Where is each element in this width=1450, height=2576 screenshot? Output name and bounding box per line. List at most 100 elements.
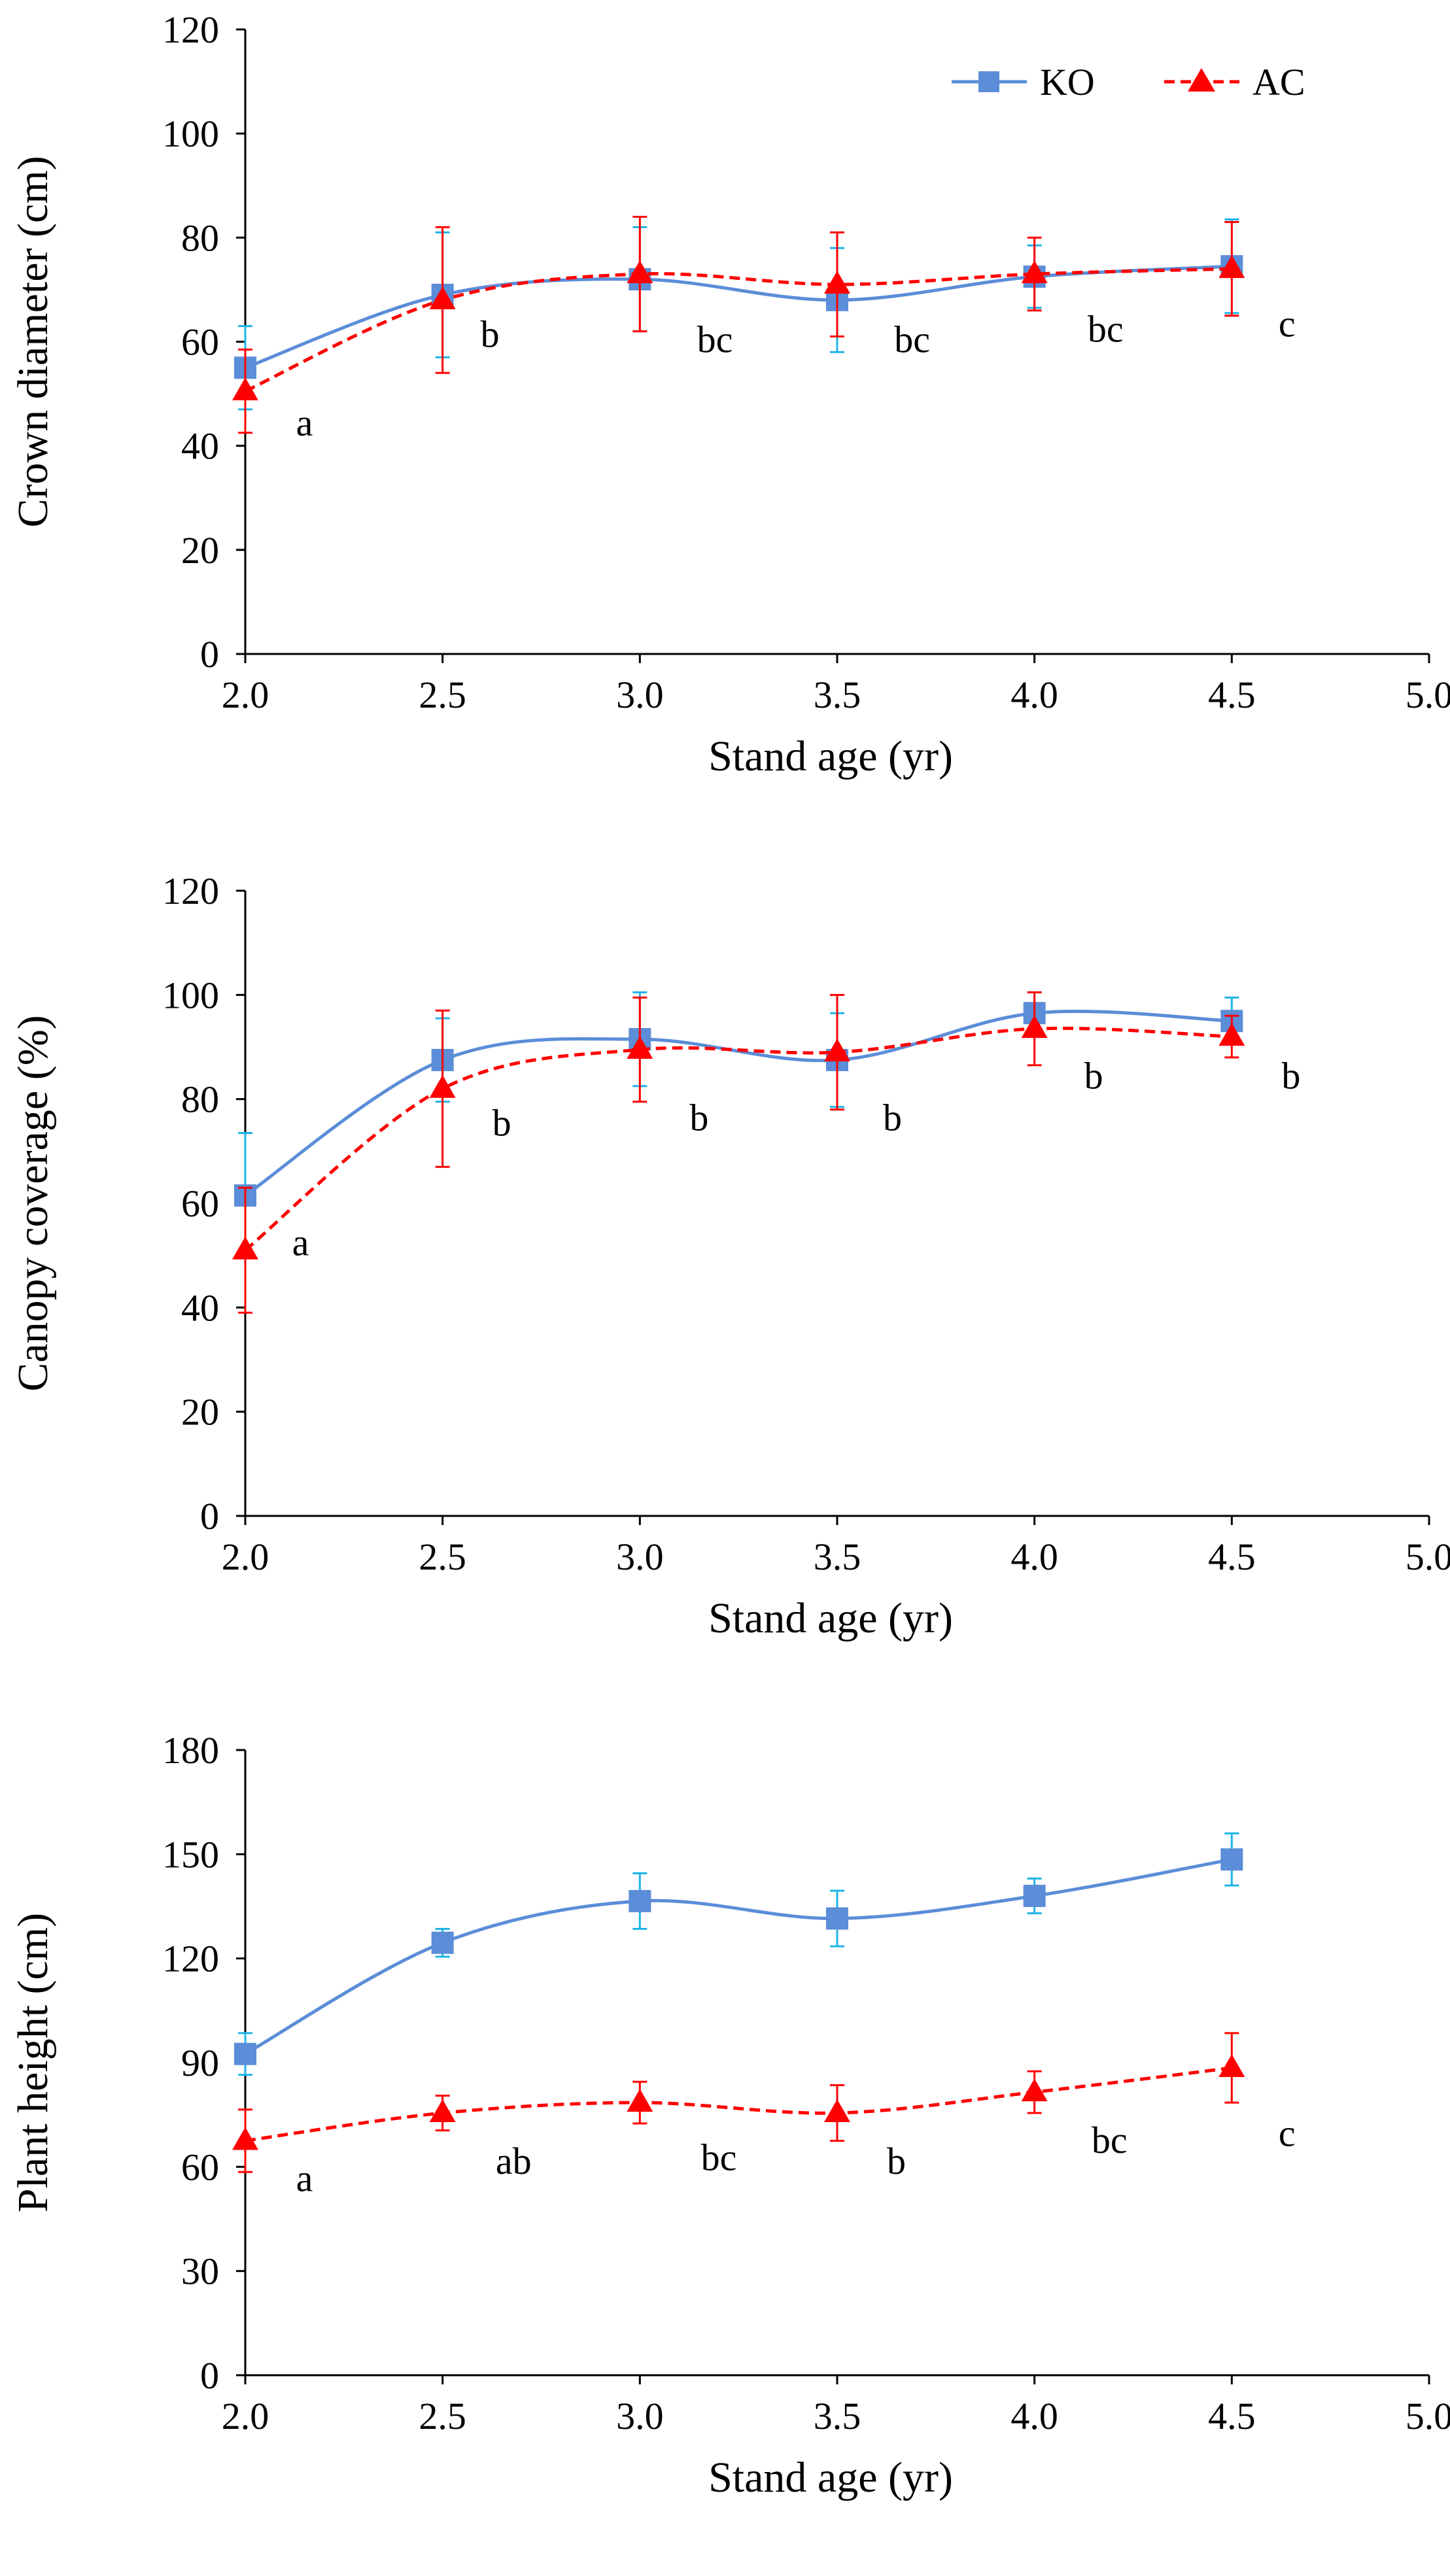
- legend-ko-label: KO: [1040, 61, 1095, 103]
- x-tick-label: 3.5: [814, 2395, 861, 2437]
- significance-letter: bc: [1088, 308, 1124, 351]
- y-tick-label: 180: [162, 1729, 219, 1772]
- x-tick-label: 4.0: [1010, 1536, 1058, 1578]
- legend-ac-marker: [1188, 68, 1215, 92]
- significance-letter: b: [1281, 1055, 1300, 1097]
- legend: KO AC: [952, 61, 1305, 103]
- significance-letter: b: [481, 313, 500, 355]
- x-tick-label: 3.5: [814, 674, 861, 716]
- ko-point: [1023, 1885, 1046, 1908]
- y-tick-label: 20: [181, 1391, 219, 1434]
- y-tick-label: 0: [200, 2354, 219, 2397]
- ac-point: [627, 2089, 653, 2112]
- y-axis-title: Crown diameter (cm): [9, 156, 57, 527]
- x-tick-label: 2.5: [419, 674, 466, 716]
- significance-letter: b: [689, 1096, 708, 1139]
- ko-point: [629, 1890, 651, 1913]
- ac-point: [627, 260, 653, 284]
- significance-letter: a: [292, 1222, 309, 1264]
- ac-point: [1218, 1023, 1245, 1046]
- y-tick-label: 150: [162, 1833, 219, 1876]
- ko-point: [431, 1931, 454, 1954]
- significance-letter: b: [883, 1096, 902, 1139]
- y-tick-label: 90: [181, 2042, 219, 2084]
- x-tick-label: 4.0: [1010, 674, 1058, 716]
- ac-point: [1021, 2078, 1048, 2102]
- x-axis-title: Stand age (yr): [708, 732, 953, 780]
- plant-height-chart: 0 30 60 90 120 150 180 2.0 2.5 3.0 3.5 4.0 4.5 5.0 Sta…: [9, 1729, 1450, 2501]
- significance-letter: bc: [697, 318, 733, 360]
- significance-letter: b: [492, 1101, 511, 1144]
- x-tick-label: 5.0: [1406, 1536, 1450, 1578]
- ko-series-line: [244, 1009, 1232, 1197]
- canopy-coverage-chart: 0 20 40 60 80 100 120 2.0 2.5 3.0 3.5 4.0 4.5 5.0 Stan…: [9, 870, 1450, 1642]
- x-tick-label: 4.5: [1208, 1536, 1256, 1578]
- x-tick-label: 4.5: [1208, 2395, 1256, 2437]
- significance-letter: a: [296, 2157, 313, 2200]
- x-tick-label: 3.5: [814, 1536, 861, 1578]
- ac-point: [1021, 260, 1048, 284]
- ac-point: [232, 2127, 258, 2150]
- y-tick-label: 20: [181, 529, 219, 572]
- x-tick-label: 2.0: [222, 1536, 269, 1578]
- significance-letter: a: [296, 402, 313, 444]
- y-tick-label: 60: [181, 321, 219, 364]
- y-tick-label: 100: [162, 112, 219, 155]
- ac-point: [1218, 2053, 1245, 2077]
- y-tick-label: 80: [181, 216, 219, 259]
- x-tick-label: 5.0: [1406, 2395, 1450, 2437]
- ac-point: [1021, 1015, 1048, 1039]
- ac-series-line: [244, 1026, 1232, 1252]
- y-tick-label: 30: [181, 2250, 219, 2293]
- x-tick-label: 4.0: [1010, 2395, 1058, 2437]
- significance-letter: c: [1279, 2112, 1296, 2154]
- ko-point: [234, 2042, 256, 2065]
- y-axis-title: Canopy coverage (%): [9, 1015, 57, 1391]
- x-tick-label: 2.5: [419, 1536, 466, 1578]
- ac-point: [627, 1035, 653, 1059]
- significance-letter: b: [887, 2140, 906, 2182]
- significance-letter: bc: [701, 2137, 737, 2179]
- y-tick-label: 40: [181, 1286, 219, 1329]
- x-tick-label: 2.0: [222, 674, 269, 716]
- x-tick-label: 5.0: [1406, 674, 1450, 716]
- y-tick-label: 80: [181, 1078, 219, 1121]
- x-tick-label: 4.5: [1208, 674, 1256, 716]
- ac-point: [1218, 255, 1245, 279]
- x-tick-label: 3.0: [616, 1536, 664, 1578]
- ac-point: [429, 1074, 456, 1098]
- x-axis-title: Stand age (yr): [708, 1594, 953, 1642]
- x-tick-label: 2.0: [222, 2395, 269, 2437]
- y-axis-title: Plant height (cm): [9, 1913, 57, 2212]
- ac-point: [824, 270, 850, 294]
- x-tick-label: 2.5: [419, 2395, 466, 2437]
- significance-letter: ab: [496, 2140, 532, 2182]
- significance-letter: c: [1279, 303, 1296, 345]
- crown-diameter-chart: 0 20 40 60 80 100 120 2.0 2.5 3.0 3.5 4.0 4.5 5.0 Stan…: [9, 9, 1450, 780]
- y-tick-label: 120: [162, 1938, 219, 1980]
- y-tick-label: 100: [162, 974, 219, 1016]
- y-tick-label: 60: [181, 2146, 219, 2188]
- ac-point: [429, 2099, 456, 2123]
- y-tick-label: 0: [200, 633, 219, 676]
- ac-point: [232, 1236, 258, 1260]
- legend-ko-marker: [978, 71, 999, 92]
- x-tick-label: 3.0: [616, 2395, 664, 2437]
- ac-point: [429, 286, 456, 309]
- y-tick-label: 60: [181, 1182, 219, 1225]
- y-tick-label: 120: [162, 870, 219, 912]
- ac-point: [232, 377, 258, 401]
- ac-series-line: [244, 267, 1232, 393]
- x-axis-title: Stand age (yr): [708, 2454, 953, 2501]
- legend-ac-label: AC: [1252, 61, 1305, 103]
- ac-point: [824, 1038, 850, 1061]
- ac-point: [824, 2099, 850, 2123]
- x-tick-label: 3.0: [616, 674, 664, 716]
- significance-letter: bc: [894, 318, 930, 360]
- ko-point: [1220, 1848, 1243, 1871]
- ko-series-line: [244, 1857, 1232, 2055]
- y-tick-label: 40: [181, 425, 219, 468]
- y-tick-label: 0: [200, 1495, 219, 1537]
- significance-letter: b: [1084, 1055, 1103, 1097]
